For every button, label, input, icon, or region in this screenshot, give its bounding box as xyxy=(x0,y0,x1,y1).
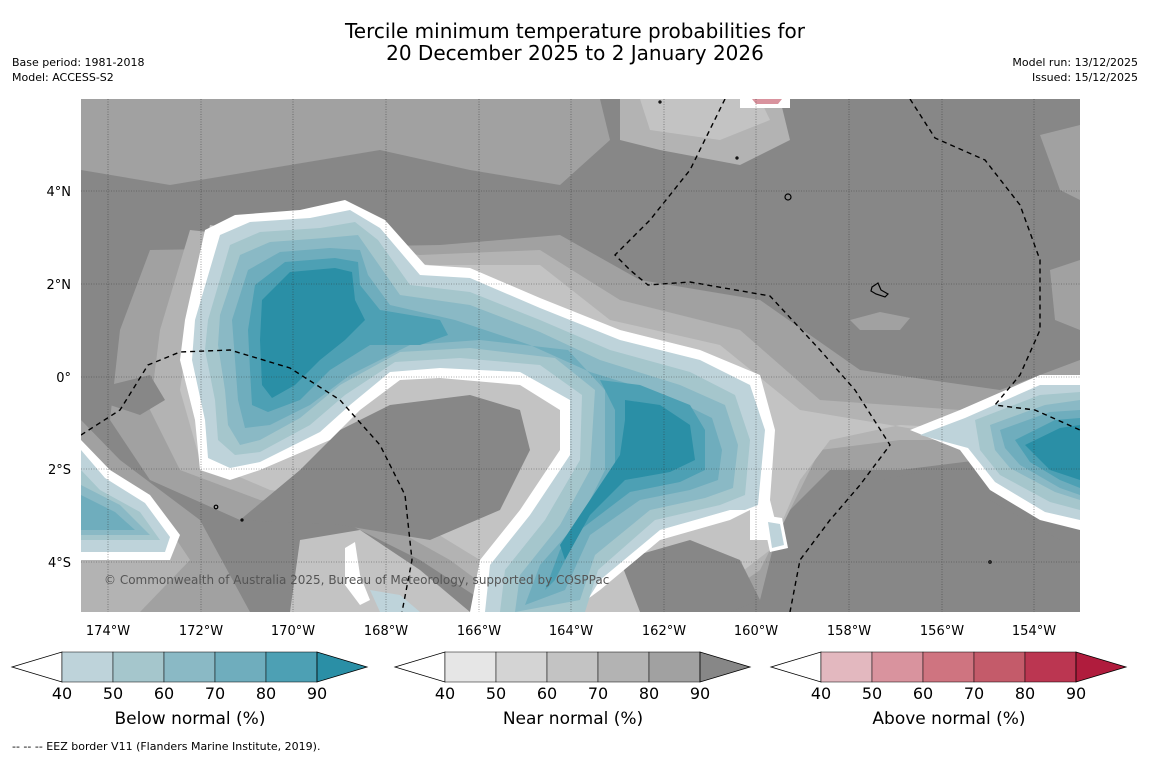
near-normal-90-pocket xyxy=(110,375,165,415)
above-normal-50-region xyxy=(752,99,782,104)
above-normal-colorbar-swatch xyxy=(871,651,924,683)
lon-tick: 154°W xyxy=(1012,624,1056,639)
near-normal-80-region xyxy=(1050,260,1080,330)
below-normal-colorbar-extend-high xyxy=(316,651,369,683)
near-normal-80-region xyxy=(1040,125,1080,200)
title-line-2: 20 December 2025 to 2 January 2026 xyxy=(386,41,764,65)
below-normal-colorbar-swatch xyxy=(265,651,318,683)
near-normal-80-region xyxy=(81,99,610,185)
no-dominant-category-zone xyxy=(345,542,370,605)
near-normal-colorbar-extend-high xyxy=(699,651,752,683)
lon-tick: 162°W xyxy=(642,624,686,639)
title-line-1: Tercile minimum temperature probabilitie… xyxy=(344,19,806,43)
near-normal-90-pocket xyxy=(240,395,530,540)
lon-tick: 172°W xyxy=(179,624,223,639)
above-normal-colorbar-swatch xyxy=(922,651,975,683)
below-normal-colorbar-tick: 60 xyxy=(153,684,175,703)
below-normal-40-region xyxy=(768,522,784,548)
below-normal-colorbar-tick: 80 xyxy=(255,684,277,703)
above-normal-colorbar-label: Above normal (%) xyxy=(872,709,1026,729)
lon-tick: 164°W xyxy=(549,624,593,639)
below-normal-90-region xyxy=(1025,425,1080,480)
near-normal-colorbar-tick: 40 xyxy=(434,684,456,703)
near-normal-colorbar-tick: 60 xyxy=(536,684,558,703)
below-normal-colorbar-swatch xyxy=(163,651,216,683)
near-normal-80-pocket xyxy=(850,312,910,330)
lon-tick: 158°W xyxy=(827,624,871,639)
lat-tick: 4°S xyxy=(48,556,71,571)
above-normal-colorbar-swatch xyxy=(1024,651,1077,683)
model-name: Model: ACCESS-S2 xyxy=(12,71,114,84)
near-normal-60-region xyxy=(640,99,770,140)
below-normal-colorbar-label: Below normal (%) xyxy=(114,709,266,729)
near-normal-colorbar-tick: 50 xyxy=(485,684,507,703)
near-normal-colorbar-swatch xyxy=(495,651,548,683)
gridlines xyxy=(81,99,1080,612)
map-plot-area xyxy=(81,99,1080,612)
below-normal-colorbar-tick: 50 xyxy=(102,684,124,703)
above-normal-colorbar-tick: 60 xyxy=(912,684,934,703)
lon-tick: 174°W xyxy=(86,624,130,639)
near-normal-colorbar-swatch xyxy=(546,651,599,683)
map-title: Tercile minimum temperature probabilitie… xyxy=(0,20,1150,64)
issued-date: Issued: 15/12/2025 xyxy=(1031,71,1138,84)
below-normal-colorbar-tick: 90 xyxy=(306,684,328,703)
eez-border xyxy=(81,99,1080,612)
near-normal-colorbar-tick: 80 xyxy=(638,684,660,703)
lon-tick: 156°W xyxy=(920,624,964,639)
below-normal-colorbar-tick: 70 xyxy=(204,684,226,703)
above-normal-colorbar-tick: 70 xyxy=(963,684,985,703)
near-normal-60-region xyxy=(290,530,470,612)
lat-tick: 2°S xyxy=(48,463,71,478)
above-normal-colorbar-tick: 40 xyxy=(810,684,832,703)
near-normal-colorbar-swatch xyxy=(444,651,497,683)
above-normal-colorbar-tick: 90 xyxy=(1065,684,1087,703)
below-normal-colorbar-swatch xyxy=(112,651,165,683)
above-normal-colorbar-swatch xyxy=(820,651,873,683)
near-normal-90-pocket xyxy=(800,470,1080,612)
above-normal-colorbar-tick: 80 xyxy=(1014,684,1036,703)
lon-tick-labels: 174°W 172°W 170°W 168°W 166°W 164°W 162°… xyxy=(86,624,1056,639)
copyright-notice: © Commonwealth of Australia 2025, Bureau… xyxy=(104,573,609,587)
above-normal-colorbar-extend-high xyxy=(1075,651,1128,683)
near-normal-90-pocket xyxy=(620,540,760,612)
near-normal-colorbar-swatch xyxy=(597,651,650,683)
lon-tick: 166°W xyxy=(457,624,501,639)
lat-tick: 2°N xyxy=(47,278,72,293)
below-normal-40-region xyxy=(370,590,420,612)
lon-tick: 168°W xyxy=(364,624,408,639)
eez-legend-note: -- -- -- EEZ border V11 (Flanders Marine… xyxy=(12,740,321,753)
lon-tick: 160°W xyxy=(734,624,778,639)
meta-left: Base period: 1981-2018 Model: ACCESS-S2 xyxy=(12,55,144,85)
below-normal-colorbar-extend-low xyxy=(10,651,63,683)
near-normal-colorbar-tick: 90 xyxy=(689,684,711,703)
lon-tick: 170°W xyxy=(271,624,315,639)
below-normal-colorbar-swatch xyxy=(61,651,114,683)
below-normal-90-region xyxy=(260,268,365,398)
above-normal-colorbar-tick: 50 xyxy=(861,684,883,703)
colorbars xyxy=(10,651,1128,683)
near-normal-colorbar-swatch xyxy=(648,651,701,683)
near-normal-colorbar-extend-low xyxy=(393,651,446,683)
above-normal-colorbar-extend-low xyxy=(769,651,822,683)
above-normal-colorbar-swatch xyxy=(973,651,1026,683)
lat-tick: 4°N xyxy=(47,185,72,200)
near-normal-colorbar-label: Near normal (%) xyxy=(502,709,644,729)
lat-tick: 0° xyxy=(56,371,71,386)
below-normal-colorbar-swatch xyxy=(214,651,267,683)
below-normal-colorbar-tick: 40 xyxy=(51,684,73,703)
near-normal-colorbar-tick: 70 xyxy=(587,684,609,703)
model-run: Model run: 13/12/2025 xyxy=(1012,56,1138,69)
lat-tick-labels: 4°N 2°N 0° 2°S 4°S xyxy=(47,185,72,571)
base-period: Base period: 1981-2018 xyxy=(12,56,145,69)
below-normal-90-region xyxy=(560,400,695,560)
meta-right: Model run: 13/12/2025 Issued: 15/12/2025 xyxy=(1012,55,1138,85)
